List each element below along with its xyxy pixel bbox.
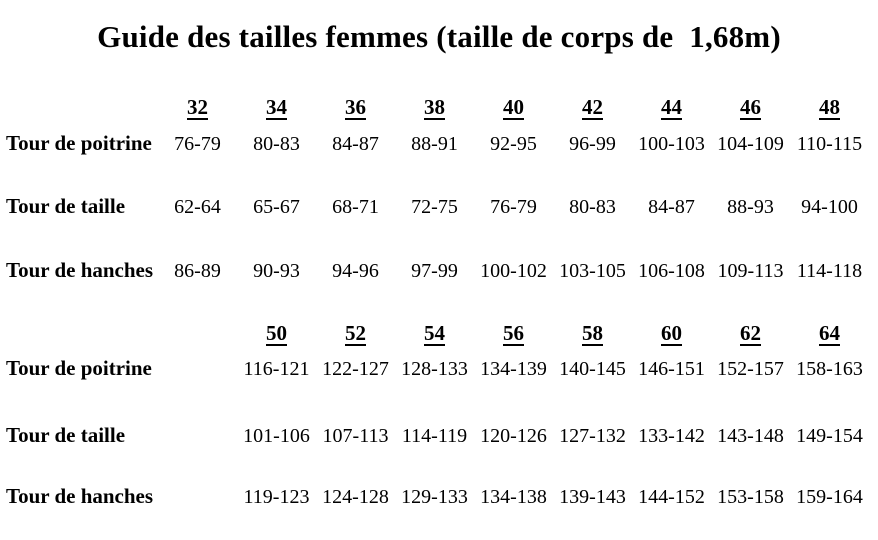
size-value: 122-127 xyxy=(322,358,389,380)
size-value: 88-91 xyxy=(411,133,458,155)
size-value: 110-115 xyxy=(796,133,863,155)
measurement-row: Tour de hanches 86-89 90-93 94-96 97-99 100-1… xyxy=(0,258,869,282)
size-value: 153-158 xyxy=(717,486,784,508)
size-value: 159-164 xyxy=(796,486,863,508)
size-column-header: 62 xyxy=(740,321,761,345)
size-value: 86-89 xyxy=(174,260,221,282)
size-value: 62-64 xyxy=(174,196,221,218)
size-column-header: 54 xyxy=(424,321,445,345)
size-value: 107-113 xyxy=(322,425,389,447)
size-value: 139-143 xyxy=(559,486,626,508)
row-label: Tour de taille xyxy=(6,423,126,447)
row-label: Tour de poitrine xyxy=(6,356,152,380)
size-value: 100-103 xyxy=(638,133,705,155)
size-value: 101-106 xyxy=(243,425,310,447)
size-value: 94-96 xyxy=(332,260,379,282)
size-column-header: 64 xyxy=(819,321,840,345)
size-column-header: 44 xyxy=(661,95,682,119)
size-value: 149-154 xyxy=(796,425,863,447)
size-column-header: 56 xyxy=(503,321,524,345)
size-value: 143-148 xyxy=(717,425,784,447)
measurement-row: Tour de poitrine 76-79 80-83 84-87 88-91 92-9… xyxy=(0,131,869,155)
size-column-header: 48 xyxy=(819,95,840,119)
size-value: 65-67 xyxy=(253,196,300,218)
size-value: 140-145 xyxy=(559,358,626,380)
size-header-row-sizes-32-48: 32 34 36 38 40 42 44 46 48 xyxy=(0,95,869,119)
size-column-header: 40 xyxy=(503,95,524,119)
size-column-header: 32 xyxy=(187,95,208,119)
size-value: 96-99 xyxy=(569,133,616,155)
size-value: 133-142 xyxy=(638,425,705,447)
size-value: 106-108 xyxy=(638,260,705,282)
size-value: 109-113 xyxy=(717,260,784,282)
size-column-header: 34 xyxy=(266,95,287,119)
size-value: 94-100 xyxy=(801,196,858,218)
size-value: 92-95 xyxy=(490,133,537,155)
size-value: 128-133 xyxy=(401,358,468,380)
size-value: 84-87 xyxy=(648,196,695,218)
measurement-row: Tour de taille 101-106 107-113 114-119 120-1… xyxy=(0,423,869,447)
size-value: 100-102 xyxy=(480,260,547,282)
size-value: 120-126 xyxy=(480,425,547,447)
row-label: Tour de taille xyxy=(6,194,126,218)
size-value: 124-128 xyxy=(322,486,389,508)
size-column-header: 42 xyxy=(582,95,603,119)
size-value: 104-109 xyxy=(717,133,784,155)
size-value: 114-118 xyxy=(796,260,863,282)
size-value: 80-83 xyxy=(569,196,616,218)
size-value: 76-79 xyxy=(174,133,221,155)
size-value: 144-152 xyxy=(638,486,705,508)
size-value: 103-105 xyxy=(559,260,626,282)
size-column-header: 58 xyxy=(582,321,603,345)
row-label: Tour de poitrine xyxy=(6,131,152,155)
size-value: 127-132 xyxy=(559,425,626,447)
size-column-header: 52 xyxy=(345,321,366,345)
size-value: 146-151 xyxy=(638,358,705,380)
row-label: Tour de hanches xyxy=(6,484,154,508)
size-column-header: 38 xyxy=(424,95,445,119)
size-value: 72-75 xyxy=(411,196,458,218)
size-value: 119-123 xyxy=(243,486,310,508)
size-value: 97-99 xyxy=(411,260,458,282)
measurement-row: Tour de poitrine 116-121 122-127 128-133 134… xyxy=(0,356,869,380)
size-column-header: 46 xyxy=(740,95,761,119)
size-column-header: 36 xyxy=(345,95,366,119)
size-value: 152-157 xyxy=(717,358,784,380)
size-value: 129-133 xyxy=(401,486,468,508)
size-column-header: 60 xyxy=(661,321,682,345)
measurement-row: Tour de taille 62-64 65-67 68-71 72-75 76-79 8… xyxy=(0,194,869,218)
row-label: Tour de hanches xyxy=(6,258,154,282)
size-value: 84-87 xyxy=(332,133,379,155)
size-value: 76-79 xyxy=(490,196,537,218)
size-value: 114-119 xyxy=(401,425,468,447)
size-value: 116-121 xyxy=(243,358,310,380)
size-value: 158-163 xyxy=(796,358,863,380)
size-value: 88-93 xyxy=(727,196,774,218)
size-header-row-sizes-50-64: 50 52 54 56 58 60 62 64 xyxy=(0,321,869,345)
size-value: 90-93 xyxy=(253,260,300,282)
size-value: 68-71 xyxy=(332,196,379,218)
size-column-header: 50 xyxy=(266,321,287,345)
size-value: 134-139 xyxy=(480,358,547,380)
measurement-row: Tour de hanches 119-123 124-128 129-133 134-… xyxy=(0,484,869,508)
size-value: 134-138 xyxy=(480,486,547,508)
size-value: 80-83 xyxy=(253,133,300,155)
page-title: Guide des tailles femmes (taille de corp… xyxy=(97,19,781,54)
